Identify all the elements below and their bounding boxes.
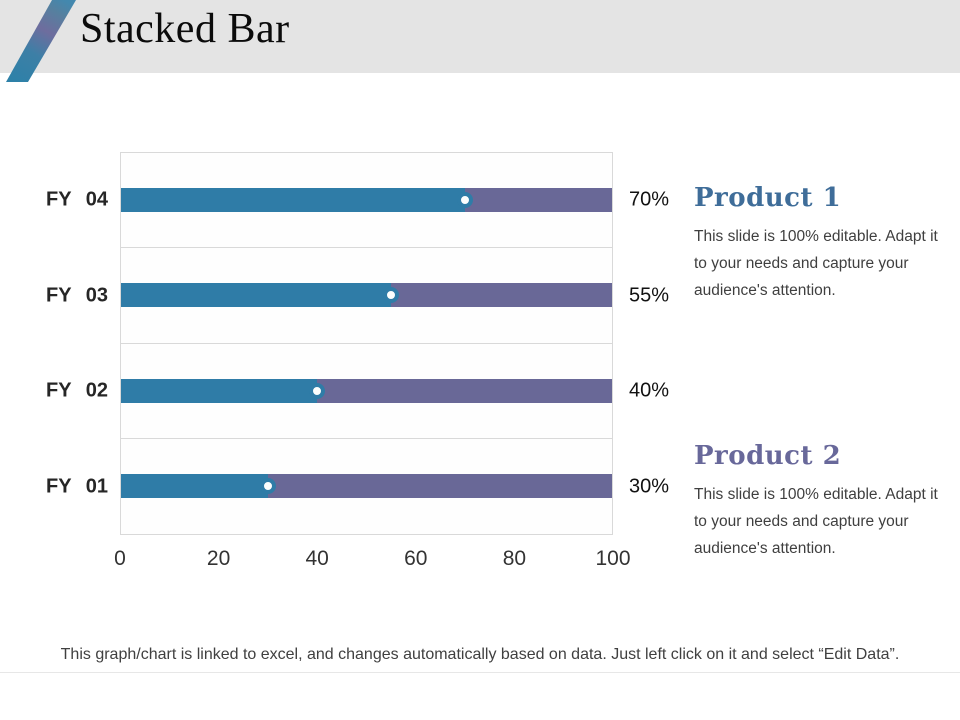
data-label: 70% [629, 188, 670, 211]
chart-band [121, 248, 612, 344]
product-2-body: This slide is 100% editable. Adapt it to… [694, 486, 938, 557]
bar-row[interactable] [121, 188, 612, 213]
bar-row[interactable] [121, 474, 612, 499]
data-label: 40% [629, 379, 670, 402]
corner-accent-icon [6, 0, 76, 82]
bar-marker[interactable] [456, 192, 473, 209]
product-1-body: This slide is 100% editable. Adapt it to… [694, 228, 938, 299]
x-axis-tick: 60 [404, 547, 428, 570]
bar-segment-product1[interactable] [121, 188, 465, 213]
bar-marker[interactable] [260, 478, 277, 495]
bar-segment-product1[interactable] [121, 378, 318, 403]
stacked-bar-chart[interactable]: FY 04 FY 03 FY 02 FY 01 70% 55% 40% 30% … [0, 152, 960, 570]
chart-band [121, 153, 612, 249]
x-axis-tick: 80 [502, 547, 527, 570]
bar-segment-product1[interactable] [121, 283, 392, 308]
category-label: FY 02 [46, 379, 108, 402]
footer-note: This graph/chart is linked to excel, and… [60, 646, 900, 663]
chart-band [121, 439, 612, 534]
bar-marker[interactable] [383, 287, 400, 304]
product-1-block: Product 1 This slide is 100% editable. A… [694, 183, 950, 304]
category-label: FY 04 [46, 188, 108, 211]
bar-marker[interactable] [309, 382, 326, 399]
product-2-block: Product 2 This slide is 100% editable. A… [694, 441, 950, 562]
data-label: 30% [629, 475, 670, 498]
x-axis-tick: 0 [114, 547, 126, 570]
bar-segment-product2[interactable] [464, 188, 612, 213]
category-label: FY 03 [46, 284, 108, 307]
slide-title: Stacked Bar [80, 6, 290, 52]
bar-row[interactable] [121, 283, 612, 308]
bar-segment-product2[interactable] [268, 474, 612, 499]
data-label: 55% [629, 284, 670, 307]
footer-divider [0, 672, 960, 673]
product-2-heading: Product 2 [694, 441, 842, 471]
x-axis: 0 20 40 60 80 100 [114, 547, 630, 573]
bar-segment-product2[interactable] [391, 283, 612, 308]
product-1-heading: Product 1 [694, 183, 842, 213]
chart-plot-area[interactable] [120, 152, 613, 535]
x-axis-tick: 40 [305, 547, 329, 570]
bar-segment-product2[interactable] [317, 378, 612, 403]
slide-header: Stacked Bar [0, 0, 960, 73]
x-axis-tick: 100 [595, 547, 631, 570]
bar-row[interactable] [121, 378, 612, 403]
bar-segment-product1[interactable] [121, 474, 269, 499]
category-label: FY 01 [46, 475, 108, 498]
x-axis-tick: 20 [206, 547, 231, 570]
chart-band [121, 344, 612, 439]
